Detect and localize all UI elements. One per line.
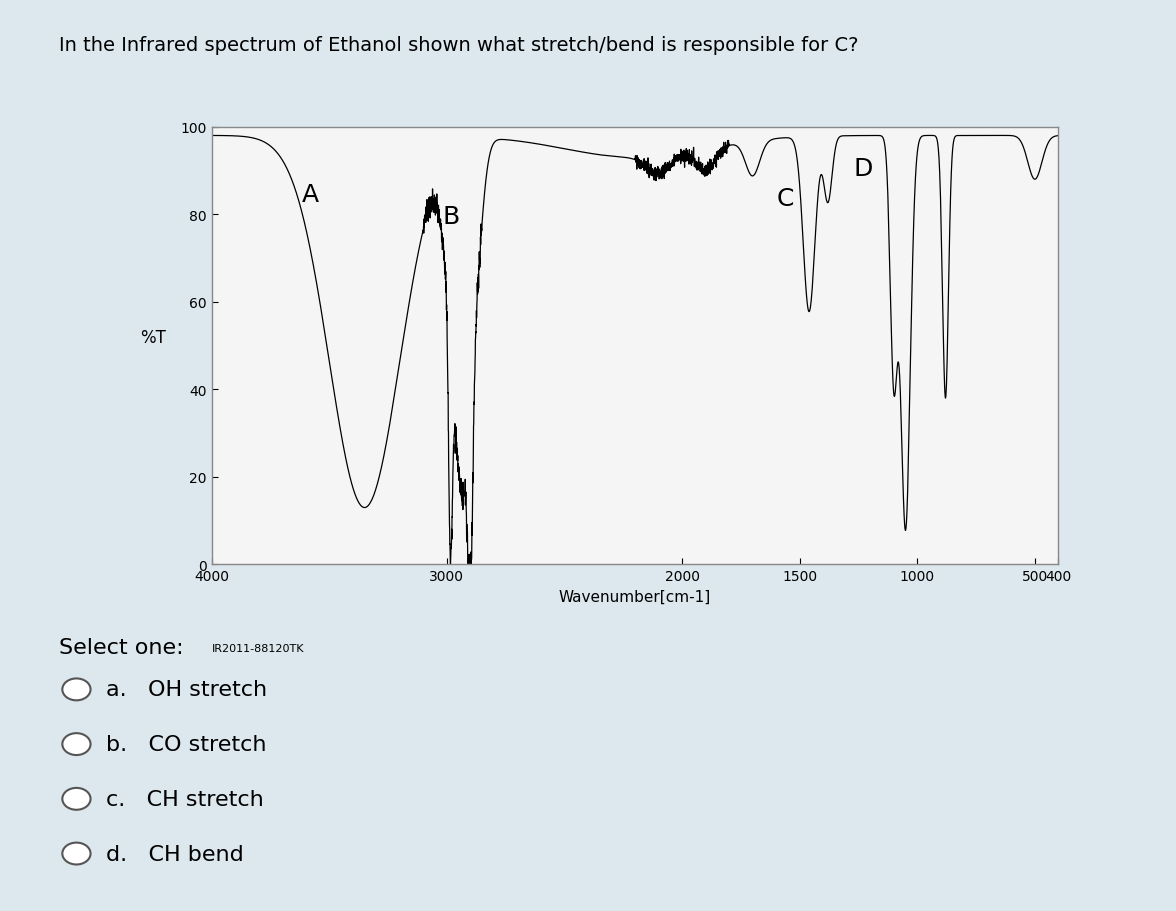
- Y-axis label: %T: %T: [140, 328, 166, 346]
- Text: IR2011-88120TK: IR2011-88120TK: [212, 643, 305, 653]
- Text: b.   CO stretch: b. CO stretch: [106, 734, 266, 754]
- Text: In the Infrared spectrum of Ethanol shown what stretch/bend is responsible for C: In the Infrared spectrum of Ethanol show…: [59, 36, 858, 56]
- Text: A: A: [302, 183, 319, 207]
- Text: B: B: [443, 205, 460, 229]
- Text: c.   CH stretch: c. CH stretch: [106, 789, 263, 809]
- Text: C: C: [777, 188, 794, 211]
- Text: d.   CH bend: d. CH bend: [106, 844, 243, 864]
- Text: D: D: [854, 157, 873, 180]
- X-axis label: Wavenumber[cm-1]: Wavenumber[cm-1]: [559, 589, 711, 604]
- Text: Select one:: Select one:: [59, 638, 183, 658]
- Text: a.   OH stretch: a. OH stretch: [106, 680, 267, 700]
